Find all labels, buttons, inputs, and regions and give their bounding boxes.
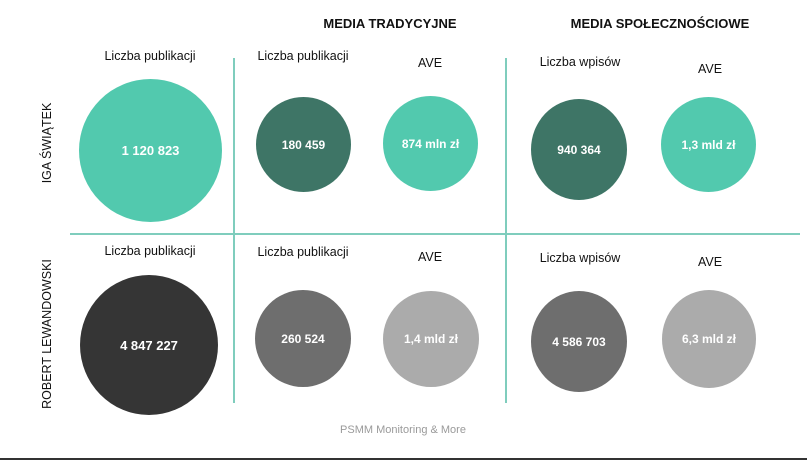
bottom-rule [0,458,807,460]
bubble-value: 180 459 [281,137,326,152]
bubble-value: 874 mln zł [401,136,460,151]
bubble-value: 4 847 227 [120,337,178,353]
bubble-social-count-row1: 940 364 [531,99,627,200]
divider-vertical-left [233,58,235,403]
bubble-value: 1,4 mld zł [403,332,459,346]
divider-vertical-right [505,58,507,403]
label-traditional-count-row2: Liczba publikacji [257,245,349,259]
label-traditional-ave-row2: AVE [417,250,443,264]
bubble-value: 940 364 [557,142,601,157]
header-media-spolecznosciowe: MEDIA SPOŁECZNOŚCIOWE [570,16,750,31]
bubble-value: 4 586 703 [552,334,606,349]
label-total-publications-row1: Liczba publikacji [104,49,196,63]
row-label-iga-swiatek: IGA ŚWIĄTEK [40,102,54,184]
label-total-publications-row2: Liczba publikacji [104,244,196,258]
header-media-tradycyjne: MEDIA TRADYCYJNE [323,16,457,31]
label-social-ave-row1: AVE [697,62,723,76]
bubble-total-publications-row1: 1 120 823 [79,79,222,222]
label-social-count-row2: Liczba wpisów [539,251,621,265]
bubble-value: 260 524 [281,331,325,346]
bubble-value: 1 120 823 [121,143,180,158]
bubble-social-ave-row1: 1,3 mld zł [661,97,756,192]
divider-horizontal [70,233,800,235]
label-traditional-count-row1: Liczba publikacji [257,49,349,63]
label-social-ave-row2: AVE [697,255,723,269]
bubble-traditional-ave-row2: 1,4 mld zł [383,291,479,387]
bubble-total-publications-row2: 4 847 227 [80,275,218,415]
bubble-traditional-ave-row1: 874 mln zł [383,96,478,191]
bubble-social-count-row2: 4 586 703 [531,291,627,392]
bubble-social-ave-row2: 6,3 mld zł [662,290,756,388]
bubble-traditional-count-row1: 180 459 [256,97,351,192]
bubble-traditional-count-row2: 260 524 [255,290,351,387]
bubble-value: 6,3 mld zł [681,332,737,346]
label-social-count-row1: Liczba wpisów [539,55,621,69]
footer-source: PSMM Monitoring & More [340,424,466,436]
bubble-value: 1,3 mld zł [681,137,736,152]
label-traditional-ave-row1: AVE [417,56,443,70]
row-label-robert-lewandowski: ROBERT LEWANDOWSKI [40,259,54,409]
